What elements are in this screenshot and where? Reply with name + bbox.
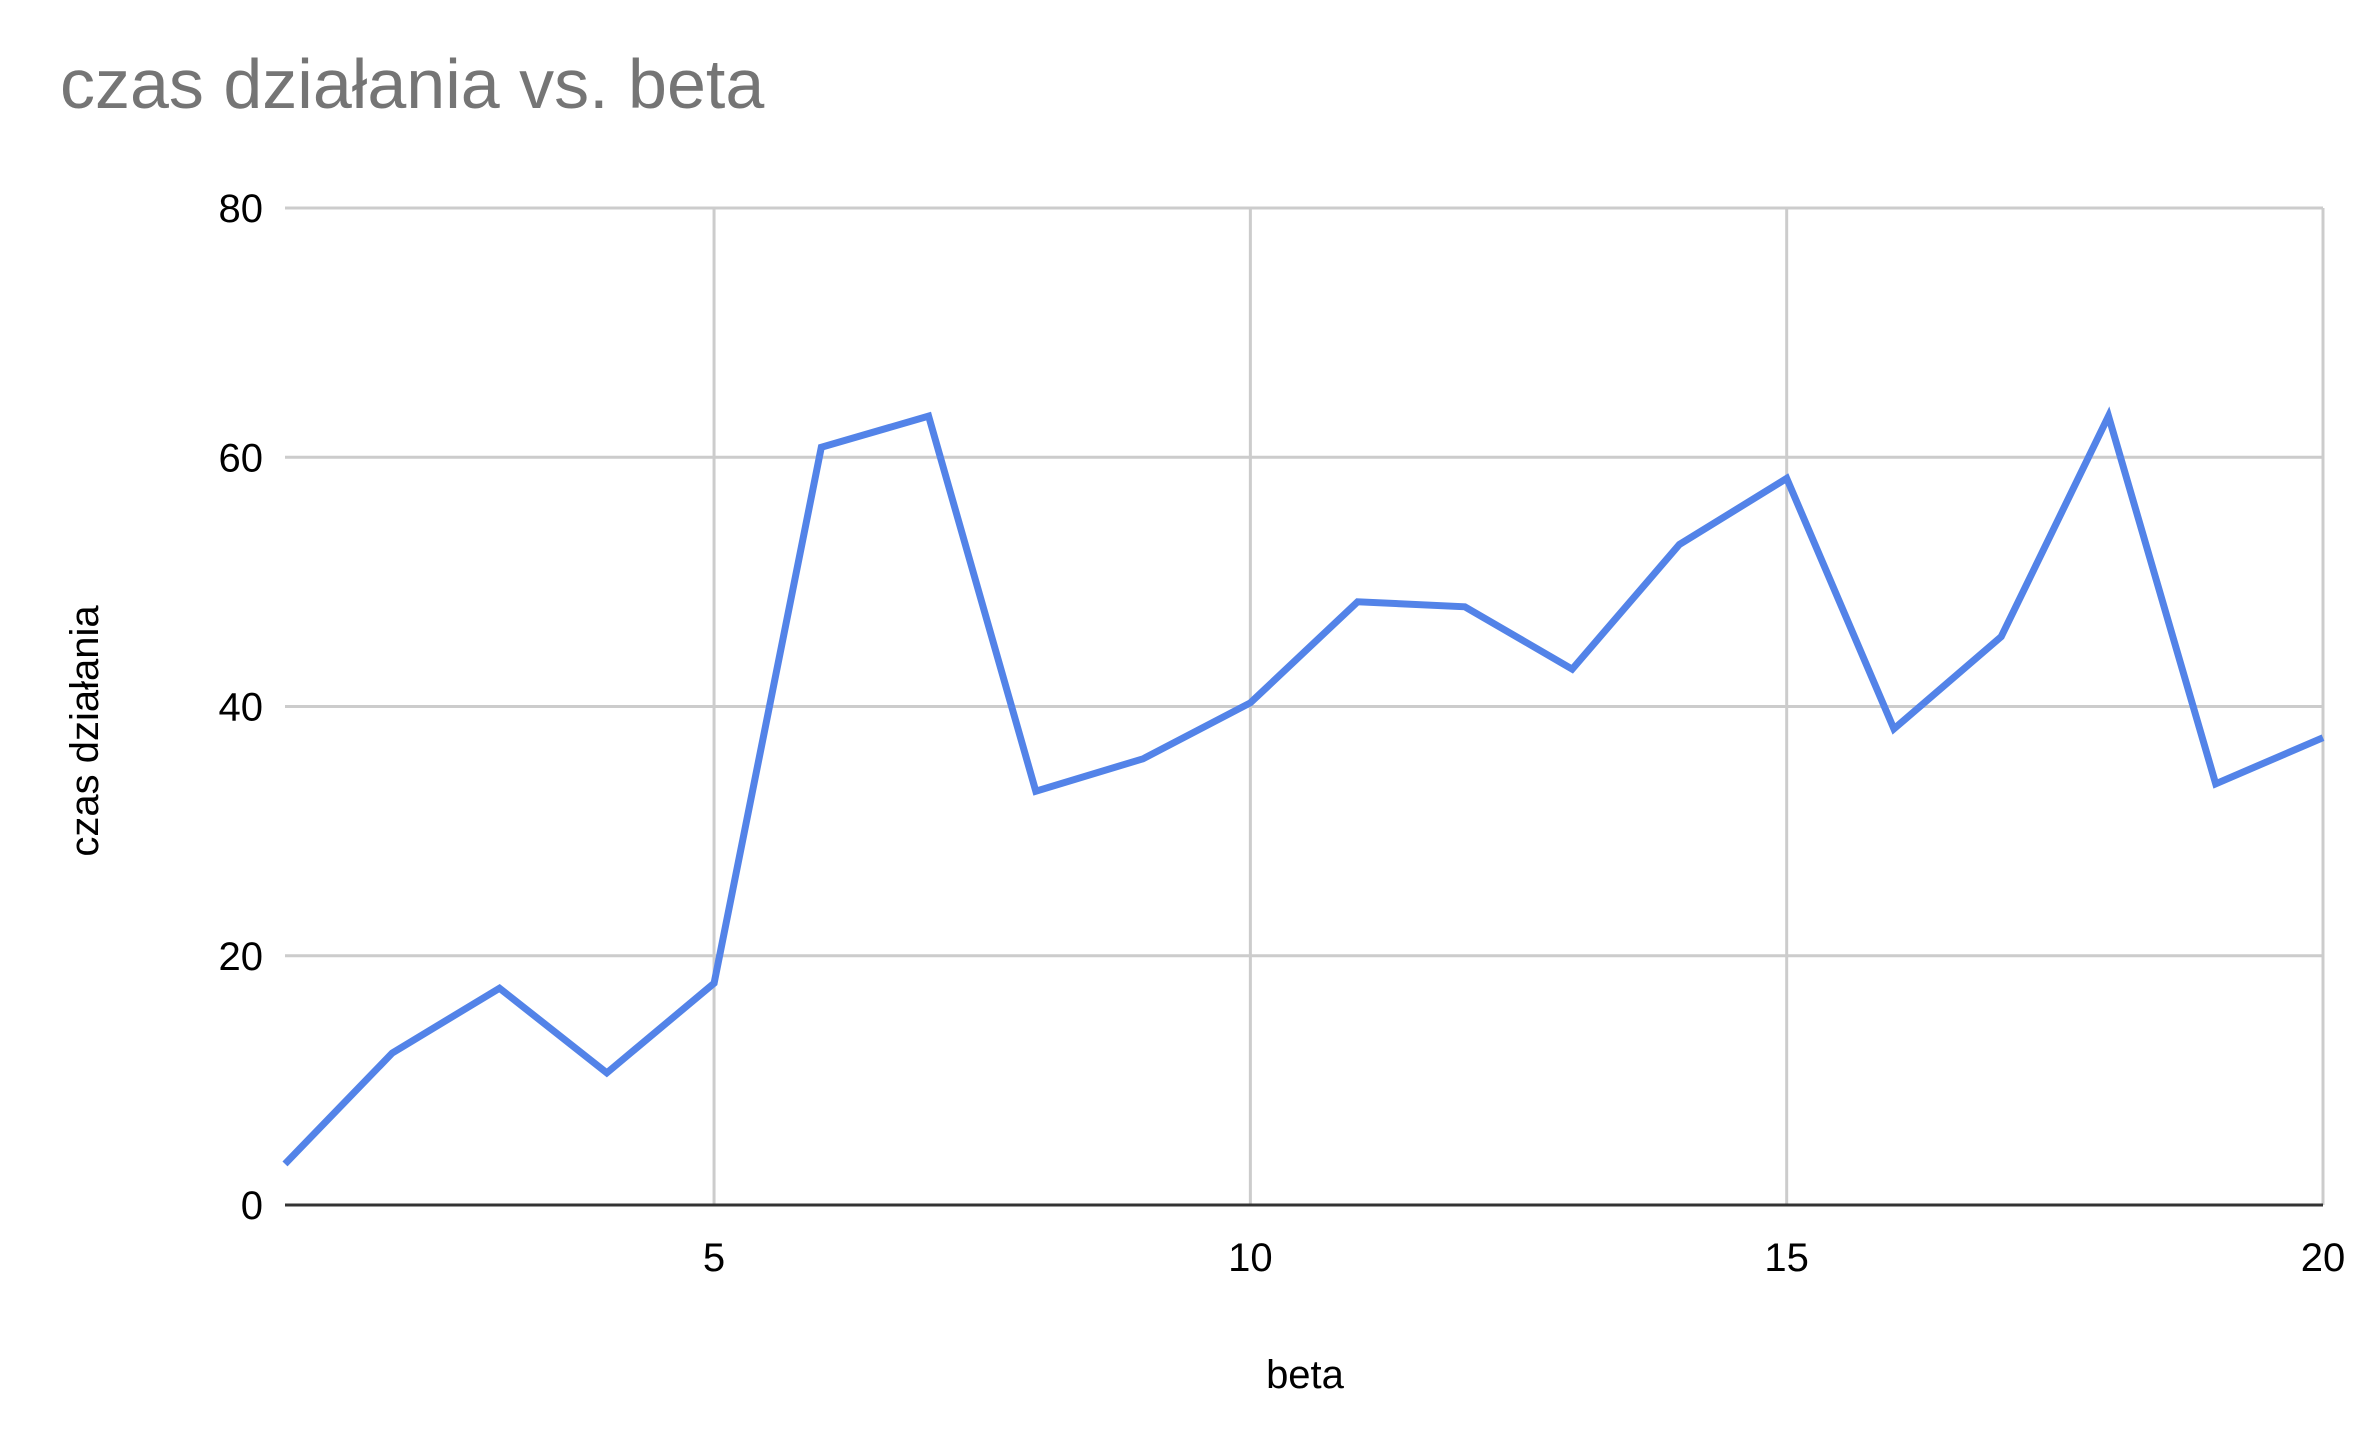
y-axis-title: czas działania: [63, 605, 107, 857]
x-tick-label: 10: [1228, 1236, 1273, 1280]
y-tick-label: 60: [219, 436, 264, 480]
x-tick-label: 15: [1764, 1236, 1809, 1280]
y-tick-label: 0: [241, 1184, 263, 1228]
series-line: [282, 406, 2325, 1167]
y-tick-label: 40: [219, 686, 264, 730]
x-axis-title: beta: [1266, 1353, 1345, 1397]
x-tick-label: 20: [2301, 1236, 2346, 1280]
chart-title: czas działania vs. beta: [60, 45, 765, 123]
y-tick-label: 20: [219, 935, 264, 979]
series-layer: [282, 406, 2325, 1167]
x-tick-label: 5: [703, 1236, 725, 1280]
grid-lines: [285, 206, 2325, 1205]
tick-labels: 0 20 40 60 80 5 10 15 20: [219, 187, 2346, 1280]
y-tick-label: 80: [219, 187, 264, 231]
